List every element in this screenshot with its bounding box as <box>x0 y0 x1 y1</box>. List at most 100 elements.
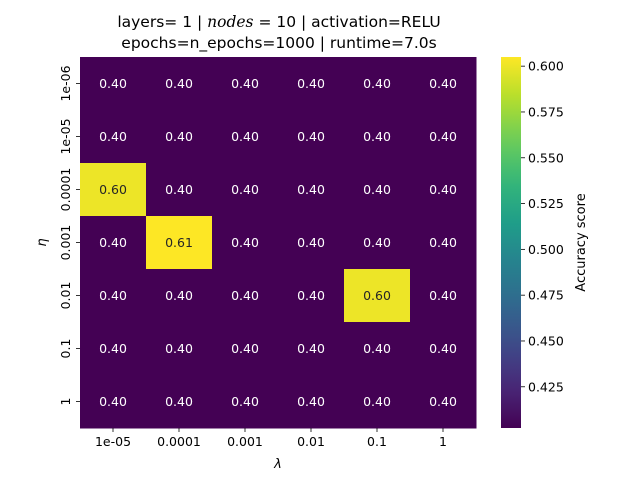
x-tick-label: 0.01 <box>297 434 325 449</box>
x-tick-label: 0.1 <box>367 434 387 449</box>
cell-value-label: 0.40 <box>363 341 391 356</box>
heatmap-cell <box>212 216 279 270</box>
heatmap-cell <box>80 375 147 429</box>
y-tick-label: 0.0001 <box>58 168 73 212</box>
cell-value-label: 0.40 <box>99 341 127 356</box>
heatmap-cell <box>344 110 411 164</box>
heatmap-cell <box>80 110 147 164</box>
heatmap-cell <box>278 216 345 270</box>
heatmap-cell <box>80 216 147 270</box>
cell-value-label: 0.40 <box>231 394 259 409</box>
x-tick-label: 1 <box>439 434 447 449</box>
cell-value-label: 0.40 <box>165 394 193 409</box>
heatmap-cell <box>344 57 411 111</box>
cell-value-label: 0.40 <box>231 129 259 144</box>
y-tick-label: 0.001 <box>58 225 73 261</box>
x-tick-label: 1e-05 <box>95 434 131 449</box>
cell-value-label: 0.40 <box>363 235 391 250</box>
title-suffix: = 10 | activation=RELU <box>253 13 441 31</box>
cell-value-label: 0.40 <box>429 394 457 409</box>
y-tick-label: 1e-06 <box>58 65 73 101</box>
cell-value-label: 0.40 <box>231 182 259 197</box>
cell-value-label: 0.40 <box>297 76 325 91</box>
cell-value-label: 0.40 <box>165 288 193 303</box>
cell-value-label: 0.40 <box>297 129 325 144</box>
cell-value-label: 0.40 <box>429 76 457 91</box>
chart-title-line-2: epochs=n_epochs=1000 | runtime=7.0s <box>121 34 437 52</box>
colorbar-tick-label: 0.525 <box>528 196 564 211</box>
cell-value-label: 0.40 <box>99 76 127 91</box>
heatmap-cell <box>410 375 477 429</box>
cell-value-label: 0.40 <box>231 235 259 250</box>
chart-title-line-1: layers= 1 | nodes = 10 | activation=RELU <box>0 13 558 31</box>
heatmap-cell <box>278 322 345 376</box>
heatmap-cell <box>80 163 147 217</box>
cell-value-label: 0.40 <box>297 288 325 303</box>
cell-value-label: 0.60 <box>363 288 391 303</box>
colorbar-label: Accuracy score <box>574 193 589 291</box>
heatmap-cell <box>146 110 213 164</box>
x-axis-label: λ <box>273 457 282 472</box>
title-prefix: layers= 1 | <box>117 13 208 31</box>
cell-value-label: 0.40 <box>297 235 325 250</box>
heatmap-cell <box>410 269 477 323</box>
heatmap-cell <box>344 322 411 376</box>
heatmap-cell <box>80 57 147 111</box>
cell-value-label: 0.40 <box>165 341 193 356</box>
y-tick-label: 1 <box>58 398 73 406</box>
y-axis-label: η <box>35 238 50 246</box>
heatmap-cell <box>212 269 279 323</box>
cell-value-label: 0.40 <box>429 235 457 250</box>
heatmap-cell <box>344 163 411 217</box>
cell-value-label: 0.60 <box>99 182 127 197</box>
heatmap-cell <box>146 57 213 111</box>
cell-value-label: 0.61 <box>165 235 193 250</box>
cell-value-label: 0.40 <box>363 182 391 197</box>
cell-value-label: 0.40 <box>363 129 391 144</box>
colorbar-tick-label: 0.450 <box>528 333 564 348</box>
heatmap-cell <box>146 269 213 323</box>
heatmap-cell <box>344 375 411 429</box>
heatmap-cell <box>410 163 477 217</box>
cell-value-label: 0.40 <box>297 394 325 409</box>
heatmap-cell <box>212 110 279 164</box>
heatmap-cell <box>80 269 147 323</box>
cell-value-label: 0.40 <box>429 129 457 144</box>
cell-value-label: 0.40 <box>231 288 259 303</box>
colorbar-tick-label: 0.500 <box>528 242 564 257</box>
colorbar-tick-label: 0.550 <box>528 150 564 165</box>
y-tick-label: 0.01 <box>58 282 73 310</box>
heatmap-cell <box>278 375 345 429</box>
heatmap-cell <box>344 269 411 323</box>
heatmap-cell <box>410 110 477 164</box>
cell-value-label: 0.40 <box>99 129 127 144</box>
heatmap-cell <box>146 375 213 429</box>
heatmap-cell <box>146 322 213 376</box>
colorbar-tick-label: 0.475 <box>528 288 564 303</box>
heatmap-cell <box>146 163 213 217</box>
y-tick-label: 0.1 <box>58 339 73 359</box>
title-math-term: nodes <box>207 13 254 31</box>
heatmap-cell <box>410 57 477 111</box>
y-tick-label: 1e-05 <box>58 118 73 154</box>
heatmap-cell <box>212 57 279 111</box>
heatmap-cell <box>80 322 147 376</box>
heatmap-cell <box>278 269 345 323</box>
heatmap-cell <box>278 110 345 164</box>
cell-value-label: 0.40 <box>429 182 457 197</box>
heatmap-cell <box>212 375 279 429</box>
colorbar <box>501 57 521 428</box>
heatmap-cell <box>146 216 213 270</box>
x-tick-label: 0.001 <box>227 434 263 449</box>
heatmap-cell <box>278 57 345 111</box>
cell-value-label: 0.40 <box>99 235 127 250</box>
cell-value-label: 0.40 <box>363 394 391 409</box>
cell-value-label: 0.40 <box>231 76 259 91</box>
cell-value-label: 0.40 <box>429 288 457 303</box>
heatmap-cell <box>278 163 345 217</box>
cell-value-label: 0.40 <box>231 341 259 356</box>
x-tick-label: 0.0001 <box>157 434 201 449</box>
cell-value-label: 0.40 <box>99 394 127 409</box>
